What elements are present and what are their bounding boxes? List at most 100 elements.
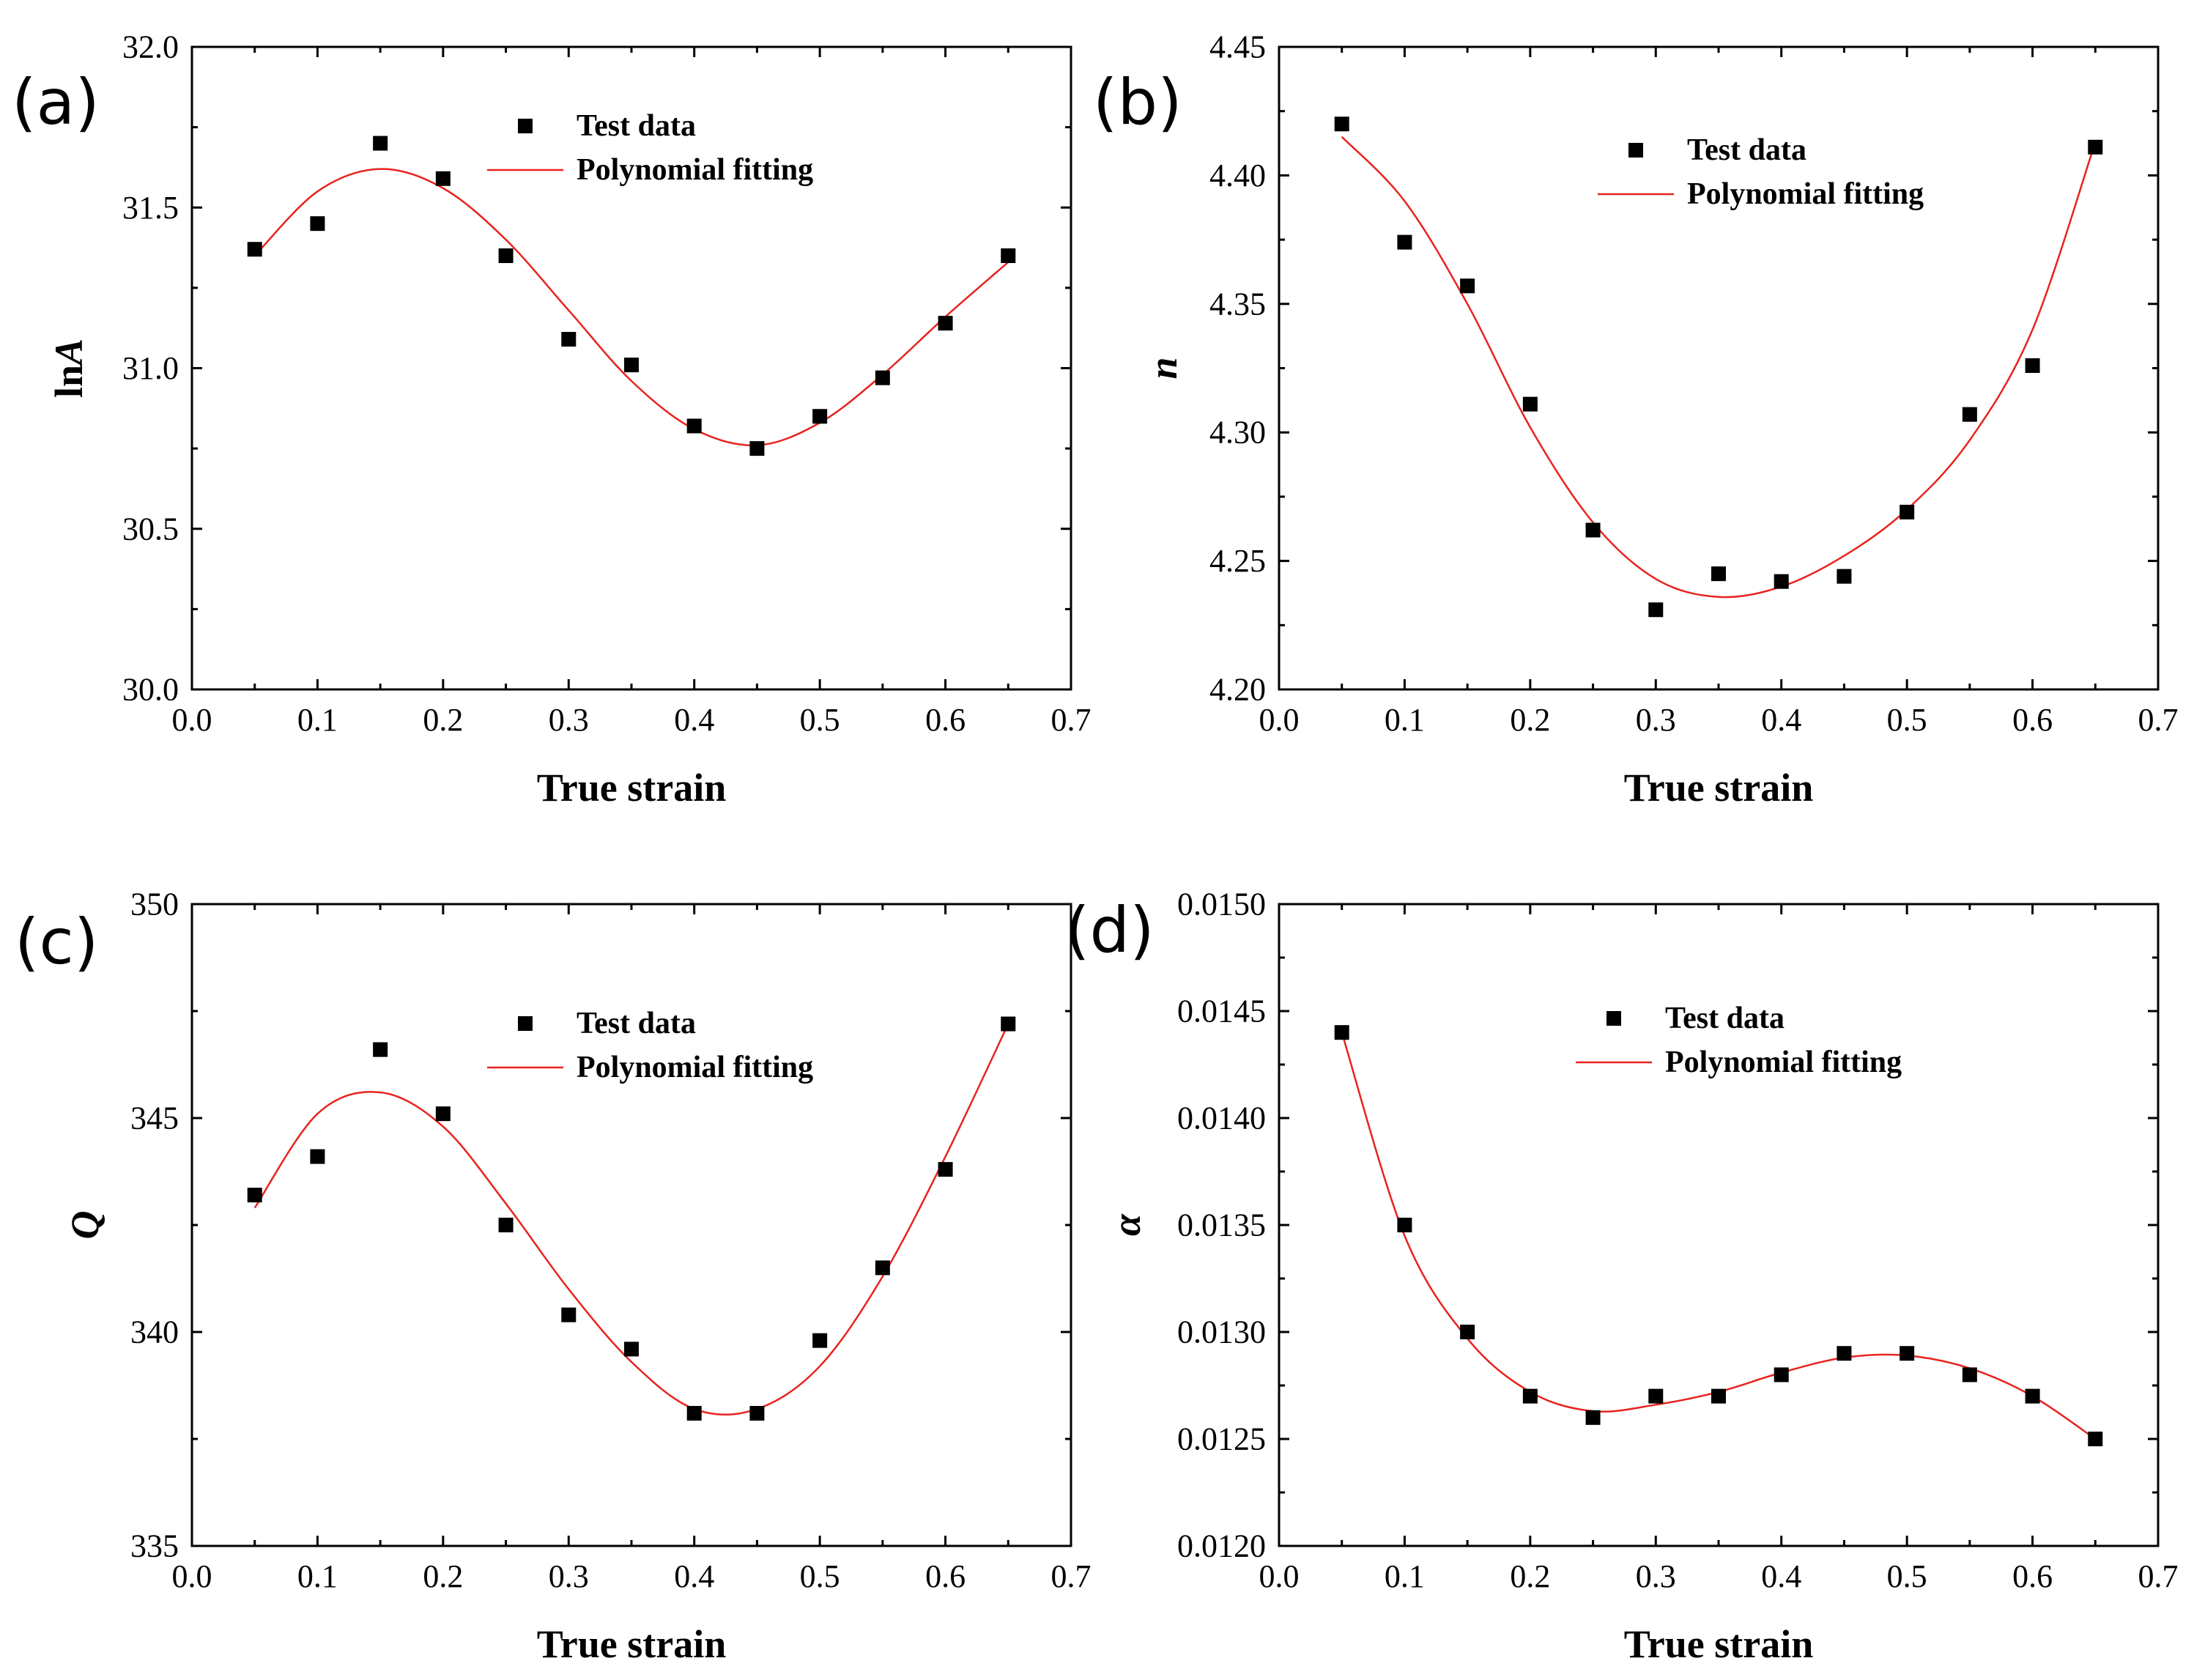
test-data-point bbox=[624, 1342, 639, 1357]
panel-label: (c) bbox=[15, 906, 98, 979]
x-tick-label: 0.6 bbox=[2012, 1558, 2053, 1594]
test-data-point bbox=[1460, 1325, 1475, 1339]
test-data-point bbox=[875, 1260, 890, 1276]
test-data-point bbox=[498, 248, 514, 264]
x-tick-label: 0.0 bbox=[172, 1558, 212, 1594]
y-tick-label: 4.25 bbox=[1209, 543, 1266, 579]
test-data-point bbox=[561, 1307, 577, 1322]
y-tick-label: 345 bbox=[130, 1100, 179, 1136]
y-tick-label: 0.0140 bbox=[1177, 1100, 1266, 1136]
test-data-point bbox=[435, 171, 451, 186]
test-data-point bbox=[2088, 139, 2103, 155]
test-data-point bbox=[1774, 574, 1789, 589]
test-data-point bbox=[686, 1405, 702, 1421]
x-tick-label: 0.2 bbox=[1510, 702, 1550, 738]
legend-test-data-label: Test data bbox=[577, 109, 696, 143]
y-tick-label: 32.0 bbox=[122, 29, 179, 65]
y-tick-label: 0.0130 bbox=[1177, 1314, 1266, 1350]
test-data-point bbox=[2088, 1432, 2103, 1446]
x-tick-label: 0.0 bbox=[172, 702, 212, 738]
legend: Test data Polynomial fitting bbox=[1576, 1002, 1902, 1079]
legend-marker-icon bbox=[1606, 1011, 1621, 1026]
test-data-point bbox=[749, 1405, 765, 1421]
x-tick-label: 0.0 bbox=[1259, 1558, 1300, 1594]
polynomial-fit-line bbox=[1341, 1032, 2097, 1440]
test-data-point bbox=[2025, 1388, 2040, 1404]
test-data-point bbox=[1962, 1367, 1977, 1383]
test-data-point bbox=[310, 216, 325, 232]
test-data-point bbox=[1774, 1367, 1789, 1383]
y-tick-label: 30.0 bbox=[122, 672, 179, 708]
panel-label: (d) bbox=[1065, 894, 1155, 967]
x-tick-label: 0.0 bbox=[1259, 702, 1300, 738]
test-data-point bbox=[1001, 248, 1016, 264]
test-data-point bbox=[1711, 566, 1726, 582]
test-data-point bbox=[1900, 504, 1915, 519]
x-tick-label: 0.6 bbox=[2012, 702, 2053, 738]
x-tick-label: 0.7 bbox=[2138, 702, 2179, 738]
test-data-point bbox=[1397, 234, 1412, 250]
x-axis-label: True strain bbox=[1624, 766, 1813, 810]
test-data-point bbox=[247, 242, 262, 257]
y-axis-label-symbol: n bbox=[1141, 357, 1185, 379]
polynomial-fit-line bbox=[1341, 136, 2097, 599]
y-axis-label-symbol: A bbox=[47, 338, 91, 367]
y-tick-label: 4.45 bbox=[1209, 29, 1266, 65]
test-data-point bbox=[1397, 1218, 1412, 1232]
legend: Test data Polynomial fitting bbox=[487, 109, 813, 187]
x-tick-label: 0.5 bbox=[1887, 702, 1927, 738]
test-data-point bbox=[1522, 1388, 1538, 1404]
y-tick-label: 4.30 bbox=[1209, 415, 1266, 451]
y-tick-label: 31.5 bbox=[122, 190, 179, 226]
y-tick-label: 350 bbox=[130, 887, 179, 922]
x-axis-label: True strain bbox=[537, 766, 726, 810]
legend: Test data Polynomial fitting bbox=[1598, 133, 1924, 211]
x-tick-label: 0.5 bbox=[800, 1558, 840, 1594]
y-tick-label: 0.0125 bbox=[1177, 1421, 1266, 1457]
test-data-point bbox=[1585, 522, 1601, 538]
test-data-point bbox=[1837, 569, 1852, 584]
x-tick-label: 0.6 bbox=[925, 702, 966, 738]
test-data-point bbox=[1711, 1388, 1726, 1404]
x-tick-label: 0.4 bbox=[1761, 702, 1801, 738]
y-axis-label-symbol: Q bbox=[63, 1211, 107, 1240]
x-axis-label: True strain bbox=[537, 1622, 726, 1666]
test-data-point bbox=[938, 316, 953, 331]
test-data-point bbox=[1334, 1025, 1349, 1040]
x-tick-label: 0.1 bbox=[1385, 1558, 1425, 1594]
y-tick-label: 335 bbox=[130, 1528, 179, 1564]
panel-label: (b) bbox=[1093, 66, 1182, 139]
test-data-point bbox=[1648, 1388, 1664, 1404]
panel-a: (a) 0.0 0.1 0.2 0.3 0.4 0.5 0.6 0.7 30.0 30.5 31.0 3… bbox=[12, 29, 1092, 810]
panel-c: (c) 0.0 0.1 0.2 0.3 0.4 0.5 0.6 0.7 335 340 345 350 T… bbox=[15, 887, 1092, 1667]
test-data-point bbox=[749, 441, 765, 456]
x-tick-label: 0.3 bbox=[549, 1558, 589, 1594]
test-data-point bbox=[1522, 396, 1538, 412]
x-tick-label: 0.4 bbox=[1761, 1558, 1801, 1594]
y-axis-label: lnA bbox=[47, 338, 91, 398]
test-data-point bbox=[373, 136, 388, 151]
y-axis-label-prefix: ln bbox=[47, 365, 91, 398]
polynomial-fit-line bbox=[253, 1023, 1009, 1416]
x-axis-label: True strain bbox=[1624, 1622, 1813, 1666]
plot-frame bbox=[190, 903, 1072, 1547]
x-tick-label: 0.4 bbox=[674, 1558, 714, 1594]
y-tick-label: 4.35 bbox=[1209, 286, 1266, 322]
polynomial-fit-line bbox=[253, 168, 1009, 447]
x-tick-label: 0.1 bbox=[1385, 702, 1425, 738]
legend-fit-label: Polynomial fitting bbox=[1687, 177, 1924, 211]
test-data-point bbox=[1334, 116, 1349, 132]
test-data-point bbox=[247, 1188, 262, 1203]
y-axis-label: α bbox=[1105, 1213, 1149, 1236]
test-data-point bbox=[1648, 602, 1664, 618]
y-axis-label: Q bbox=[63, 1211, 107, 1240]
legend-fit-label: Polynomial fitting bbox=[577, 1051, 813, 1084]
test-data-point bbox=[373, 1042, 388, 1057]
y-tick-label: 30.5 bbox=[122, 511, 179, 547]
test-data-point bbox=[1585, 1410, 1601, 1425]
test-data-point bbox=[938, 1162, 953, 1177]
panel-label: (a) bbox=[12, 66, 100, 139]
test-data-point bbox=[812, 1333, 828, 1348]
x-tick-label: 0.5 bbox=[1887, 1558, 1927, 1594]
